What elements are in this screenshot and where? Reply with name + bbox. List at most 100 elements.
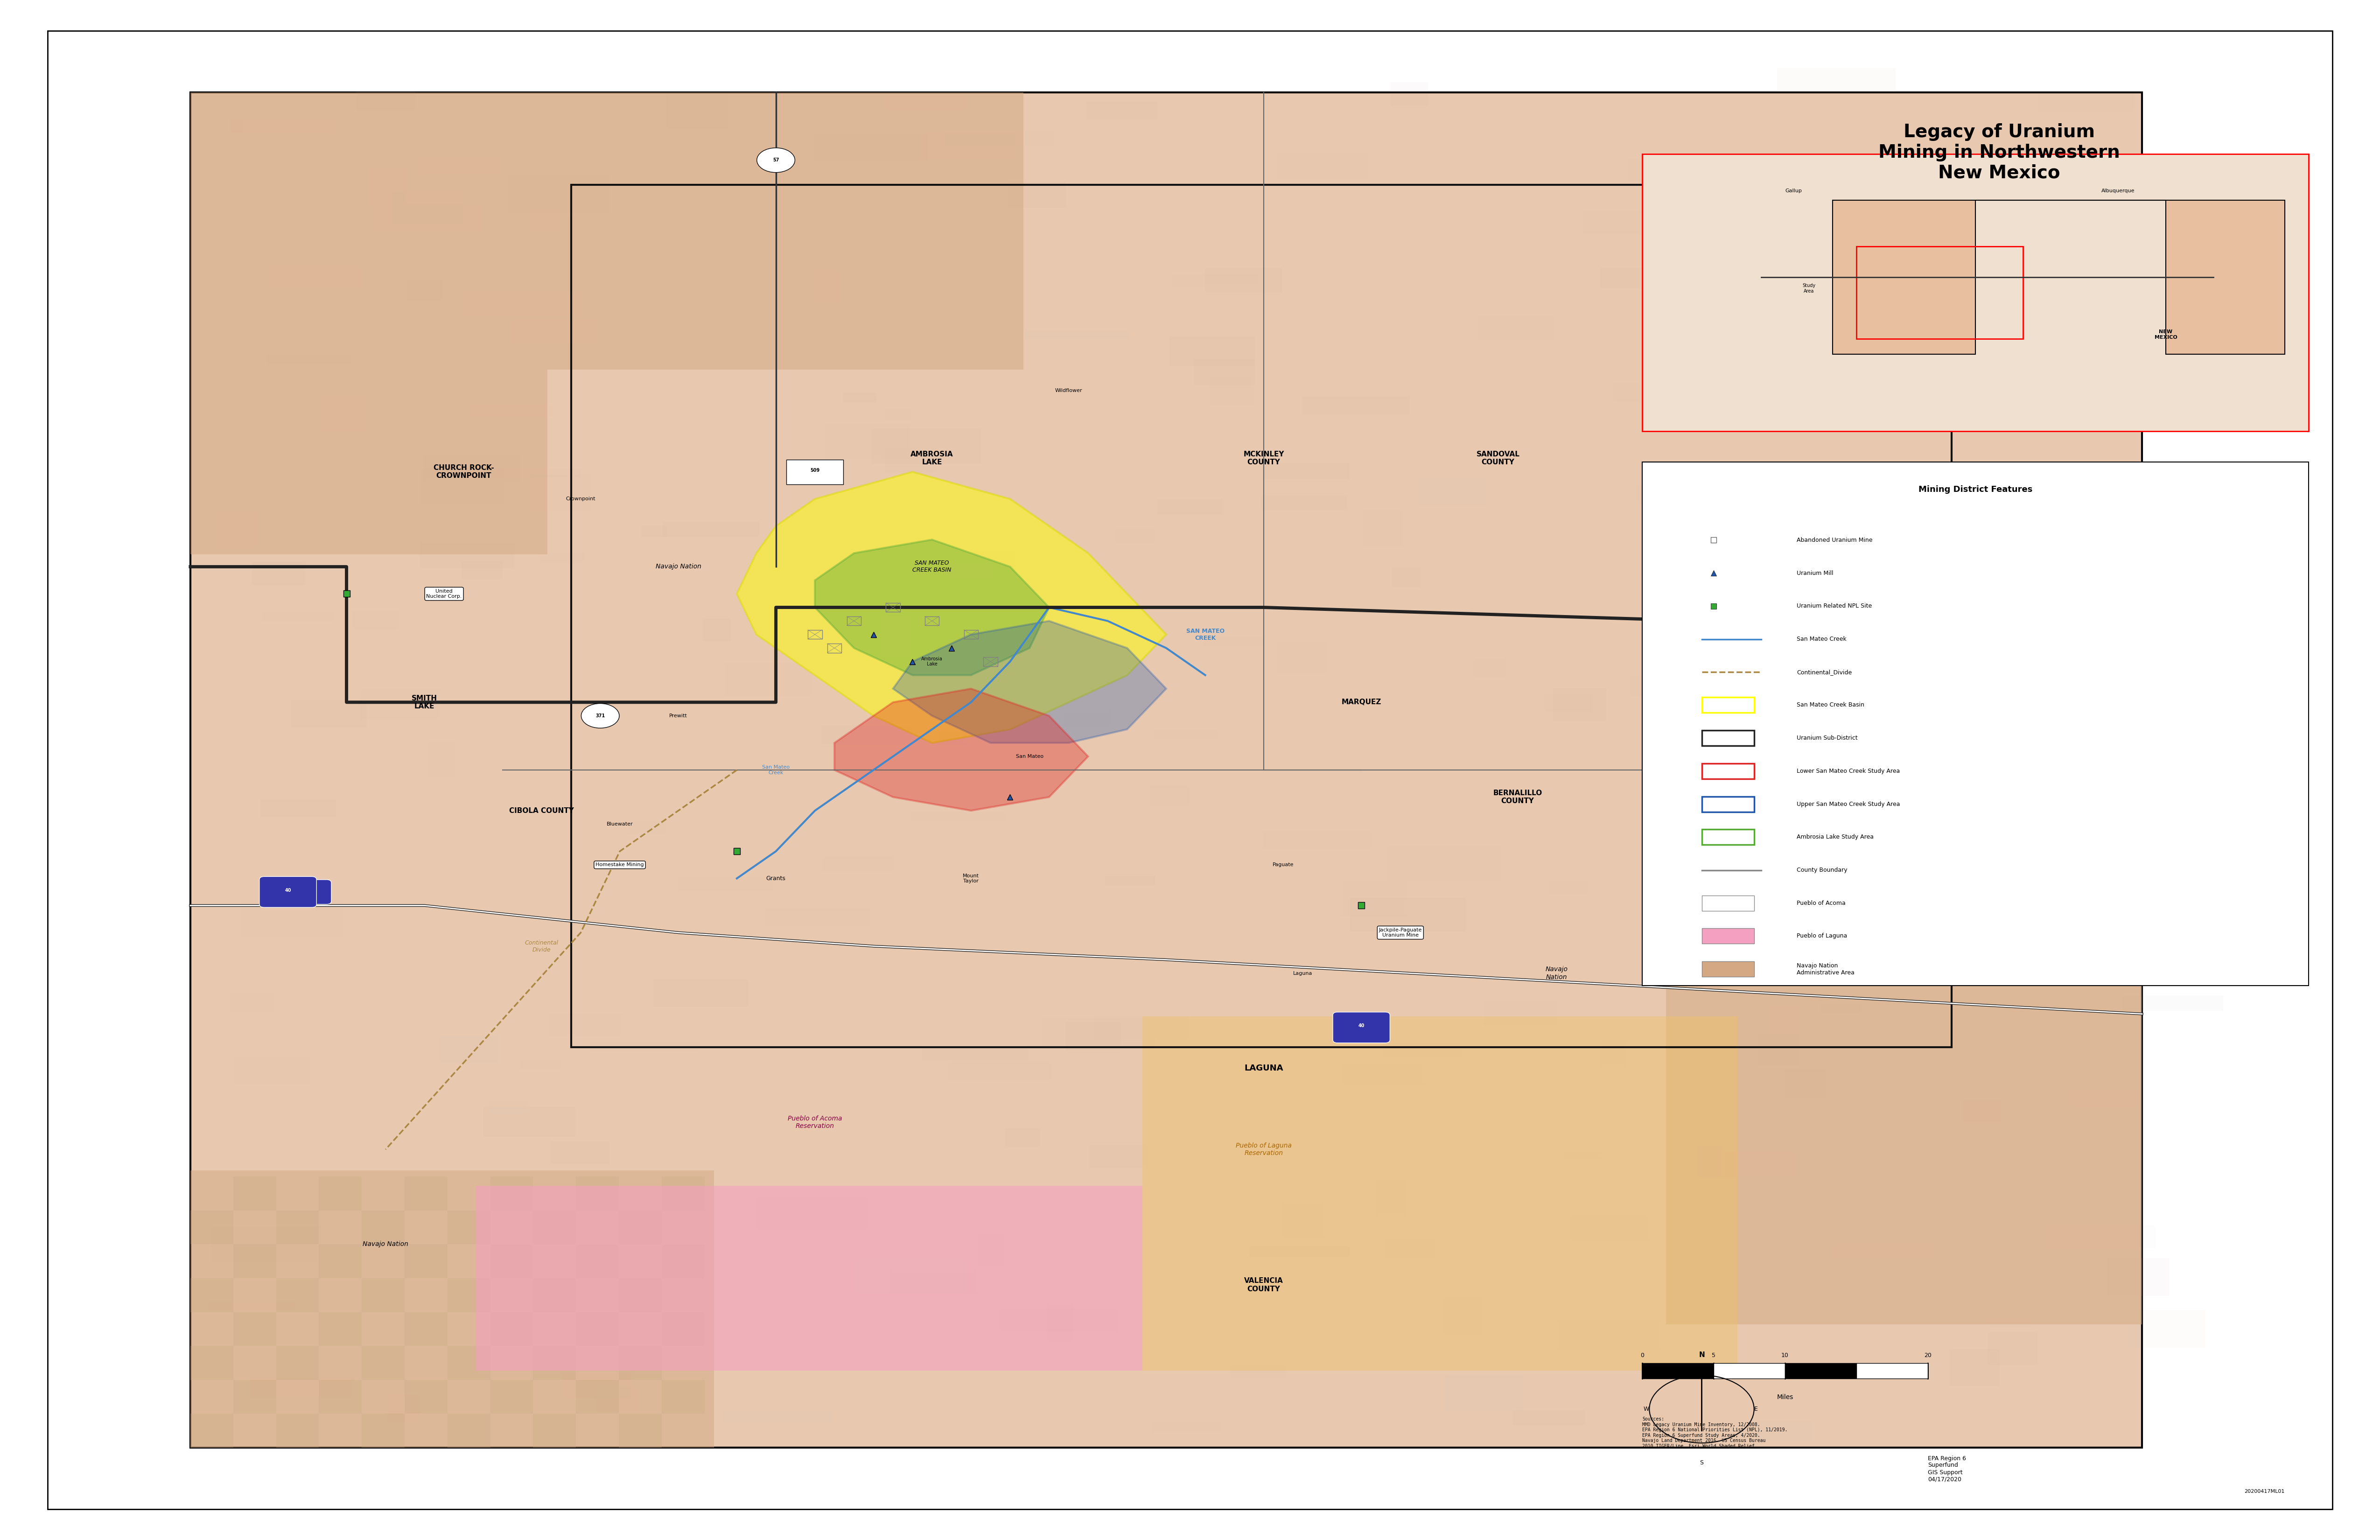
Text: N: N <box>1680 1374 1685 1380</box>
Bar <box>1202 638 1264 647</box>
Bar <box>576 1380 619 1414</box>
Bar <box>1085 102 1157 120</box>
Text: Navajo Nation: Navajo Nation <box>362 1241 409 1247</box>
Bar <box>1473 659 1507 678</box>
Bar <box>1000 1309 1119 1332</box>
Bar <box>2006 254 2071 285</box>
Bar <box>319 1380 362 1414</box>
Bar <box>190 1414 233 1448</box>
Polygon shape <box>738 471 1166 742</box>
Text: Ambrosia
Lake: Ambrosia Lake <box>921 656 942 667</box>
Bar <box>2123 856 2182 889</box>
Bar <box>1964 1100 2002 1123</box>
Bar <box>371 205 481 231</box>
Bar <box>533 1210 576 1244</box>
Bar <box>1785 1363 1856 1378</box>
Bar <box>1154 730 1219 739</box>
Bar <box>1376 1180 1407 1217</box>
Bar <box>233 1056 309 1084</box>
Bar <box>1635 484 1728 504</box>
Bar <box>405 1312 447 1346</box>
Bar <box>495 1343 602 1369</box>
Bar <box>721 1411 833 1423</box>
Bar <box>2035 274 2082 296</box>
Bar <box>1702 830 1754 845</box>
Bar <box>662 1244 704 1278</box>
Bar <box>2040 92 2135 111</box>
Bar <box>662 1177 704 1210</box>
Text: Abandoned Uranium Mine: Abandoned Uranium Mine <box>1797 537 1873 544</box>
Bar <box>1702 730 1754 745</box>
Bar <box>362 1414 405 1448</box>
Text: Sources:
MMD Legacy Uranium Mine Inventory, 12/2008.
EPA Region 6 National Prior: Sources: MMD Legacy Uranium Mine Invento… <box>1642 1417 1787 1449</box>
Bar <box>405 1380 447 1414</box>
Text: 371: 371 <box>595 713 605 718</box>
Bar <box>764 909 869 926</box>
Bar <box>576 1312 619 1346</box>
Bar <box>319 1244 362 1278</box>
Bar <box>1004 1129 1040 1147</box>
Bar <box>1261 464 1349 479</box>
Bar <box>2025 136 2137 156</box>
Bar <box>2094 716 2149 748</box>
Bar <box>1892 323 1933 359</box>
Bar <box>1150 785 1190 805</box>
Bar <box>1157 499 1223 514</box>
Bar <box>447 1414 490 1448</box>
Text: Mount
Taylor: Mount Taylor <box>964 873 978 884</box>
Text: Ambrosia Lake Study Area: Ambrosia Lake Study Area <box>1797 835 1873 841</box>
Bar <box>533 1278 576 1312</box>
Bar <box>2082 362 2197 397</box>
Text: CHURCH ROCK-
CROWNPOINT: CHURCH ROCK- CROWNPOINT <box>433 464 495 479</box>
Text: 57: 57 <box>774 157 778 163</box>
Bar <box>490 1380 533 1414</box>
Bar <box>2128 1311 2204 1348</box>
Bar <box>1614 383 1645 402</box>
Circle shape <box>757 148 795 172</box>
Bar <box>531 474 590 511</box>
Bar <box>1192 359 1254 385</box>
Bar <box>1169 336 1254 367</box>
Text: Continental_Divide: Continental_Divide <box>1797 668 1852 675</box>
Text: Pueblo of Acoma: Pueblo of Acoma <box>1797 899 1847 906</box>
Bar <box>1278 154 1366 179</box>
Text: Gallup: Gallup <box>1785 189 1802 194</box>
Bar <box>909 567 992 591</box>
FancyBboxPatch shape <box>283 879 331 904</box>
Bar <box>190 1346 233 1380</box>
Bar <box>666 94 728 129</box>
Bar <box>1552 688 1607 721</box>
Bar <box>447 1346 490 1380</box>
Bar <box>428 741 455 776</box>
Bar <box>1047 1304 1073 1341</box>
Bar <box>628 821 666 835</box>
Bar <box>276 1414 319 1448</box>
Bar <box>1361 510 1402 547</box>
Bar <box>267 354 350 365</box>
Text: 40: 40 <box>286 889 290 893</box>
Polygon shape <box>190 1170 714 1448</box>
Bar <box>490 1244 533 1278</box>
Text: Navajo
Nation: Navajo Nation <box>1545 966 1568 981</box>
Bar <box>1985 947 2042 978</box>
Bar <box>1821 1004 1861 1013</box>
Text: Pueblo of Acoma
Reservation: Pueblo of Acoma Reservation <box>788 1115 843 1129</box>
Bar <box>964 630 978 639</box>
Bar <box>576 1244 619 1278</box>
Text: NEW
MEXICO: NEW MEXICO <box>2154 330 2178 340</box>
Bar <box>1250 1246 1349 1257</box>
Text: San Mateo Creek Basin: San Mateo Creek Basin <box>1797 702 1864 708</box>
Bar <box>1081 594 1130 607</box>
Bar <box>357 91 416 111</box>
Bar <box>926 616 940 625</box>
Bar <box>1349 898 1466 932</box>
Bar <box>359 688 440 719</box>
Bar <box>1933 323 1990 340</box>
Bar <box>576 1177 619 1210</box>
Bar <box>1742 744 1821 767</box>
Text: Laguna: Laguna <box>1292 970 1311 976</box>
Bar <box>821 725 912 744</box>
Bar <box>233 1244 276 1278</box>
Bar <box>676 876 774 892</box>
Bar <box>321 396 364 431</box>
